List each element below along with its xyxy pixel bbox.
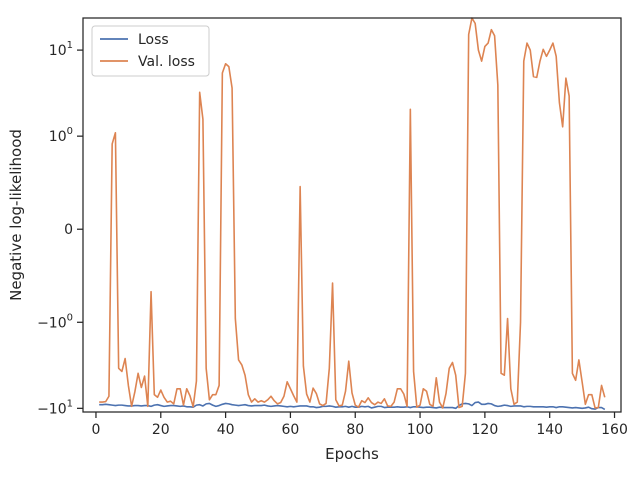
y-tick-label: 100 [49,126,73,145]
legend-label: Loss [138,32,169,48]
legend-label: Val. loss [138,54,195,70]
x-tick-label: 40 [217,422,235,438]
x-tick-label: 60 [282,422,300,438]
y-tick-label: 0 [64,222,73,238]
y-tick-label: −100 [37,312,73,331]
series-line-0 [99,401,606,411]
y-axis-label: Negative log-likelihood [7,129,25,301]
x-tick-label: 100 [407,422,434,438]
x-tick-label: 20 [152,422,170,438]
x-axis-label: Epochs [325,445,379,463]
x-tick-label: 120 [472,422,499,438]
plot-lines [99,17,606,411]
series-line-1 [99,17,606,409]
x-tick-label: 160 [601,422,628,438]
axes-frame [82,17,622,413]
legend: Loss Val. loss [91,25,210,77]
y-tick-label: −101 [37,398,73,417]
x-tick-label: 80 [346,422,364,438]
y-tick-label: 101 [49,40,73,59]
x-axis: 0 20 40 60 80 100 120 140 160 [92,412,628,438]
x-tick-label: 140 [536,422,563,438]
x-tick-label: 0 [92,422,101,438]
y-axis: −101 −100 0 100 101 [37,40,83,417]
